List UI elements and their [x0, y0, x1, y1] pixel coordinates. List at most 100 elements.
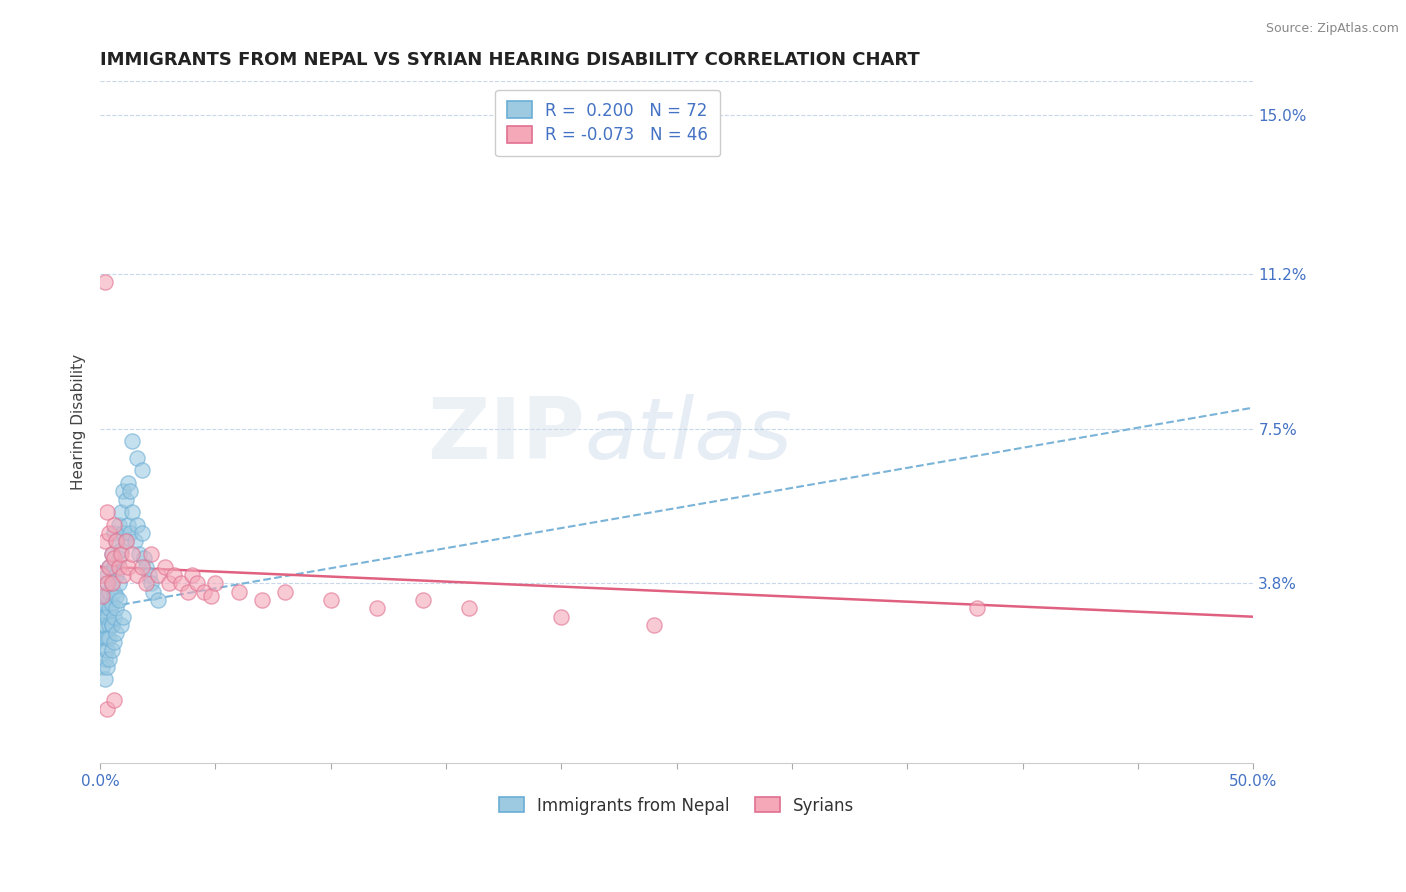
Point — [96, 643, 118, 657]
Point — [100, 643, 122, 657]
Point — [96, 589, 118, 603]
Text: Source: ZipAtlas.com: Source: ZipAtlas.com — [1265, 22, 1399, 36]
Point — [91, 609, 114, 624]
Point — [93, 643, 115, 657]
Point — [91, 660, 114, 674]
Point — [93, 589, 115, 603]
Point — [200, 589, 222, 603]
Point — [131, 559, 153, 574]
Point — [91, 601, 114, 615]
Point — [114, 534, 136, 549]
Point — [550, 609, 572, 624]
Point — [110, 618, 132, 632]
Point — [98, 559, 121, 574]
Point — [117, 475, 139, 490]
Point — [98, 651, 121, 665]
Point — [91, 568, 114, 582]
Point — [105, 626, 128, 640]
Point — [105, 589, 128, 603]
Point — [100, 547, 122, 561]
Point — [120, 484, 142, 499]
Point — [103, 551, 125, 566]
Point — [93, 673, 115, 687]
Point — [121, 547, 143, 561]
Point — [98, 601, 121, 615]
Point — [135, 559, 157, 574]
Point — [100, 597, 122, 611]
Point — [163, 568, 186, 582]
Point — [96, 576, 118, 591]
Point — [125, 517, 148, 532]
Point — [112, 526, 135, 541]
Point — [105, 534, 128, 549]
Point — [121, 505, 143, 519]
Point — [139, 576, 162, 591]
Point — [131, 463, 153, 477]
Point — [135, 576, 157, 591]
Point — [110, 505, 132, 519]
Point — [100, 576, 122, 591]
Point — [412, 593, 434, 607]
Point — [139, 547, 162, 561]
Text: IMMIGRANTS FROM NEPAL VS SYRIAN HEARING DISABILITY CORRELATION CHART: IMMIGRANTS FROM NEPAL VS SYRIAN HEARING … — [100, 51, 920, 69]
Text: atlas: atlas — [585, 394, 793, 477]
Point — [93, 597, 115, 611]
Point — [98, 584, 121, 599]
Point — [204, 576, 226, 591]
Text: ZIP: ZIP — [427, 394, 585, 477]
Point — [643, 618, 665, 632]
Point — [170, 576, 193, 591]
Point — [458, 601, 481, 615]
Point — [103, 693, 125, 707]
Point — [93, 651, 115, 665]
Point — [100, 576, 122, 591]
Point — [98, 631, 121, 645]
Point — [193, 584, 215, 599]
Point — [114, 534, 136, 549]
Point — [96, 568, 118, 582]
Point — [98, 559, 121, 574]
Point — [103, 635, 125, 649]
Point — [103, 584, 125, 599]
Point — [132, 551, 155, 566]
Point — [125, 568, 148, 582]
Point — [107, 559, 129, 574]
Point — [319, 593, 342, 607]
Point — [228, 584, 250, 599]
Point — [112, 609, 135, 624]
Point — [93, 618, 115, 632]
Point — [138, 568, 160, 582]
Point — [112, 568, 135, 582]
Y-axis label: Hearing Disability: Hearing Disability — [72, 354, 86, 491]
Point — [114, 492, 136, 507]
Point — [103, 559, 125, 574]
Point — [93, 631, 115, 645]
Point — [250, 593, 273, 607]
Point — [91, 631, 114, 645]
Point — [103, 526, 125, 541]
Point — [110, 542, 132, 557]
Point — [142, 584, 165, 599]
Point — [96, 609, 118, 624]
Point — [93, 275, 115, 289]
Point — [107, 593, 129, 607]
Point — [100, 618, 122, 632]
Point — [107, 517, 129, 532]
Point — [146, 568, 169, 582]
Point — [105, 601, 128, 615]
Point — [273, 584, 295, 599]
Point — [91, 618, 114, 632]
Point — [107, 576, 129, 591]
Point — [103, 517, 125, 532]
Point — [100, 547, 122, 561]
Point — [966, 601, 988, 615]
Point — [100, 618, 122, 632]
Point — [153, 559, 176, 574]
Point — [121, 434, 143, 448]
Point — [181, 568, 204, 582]
Point — [128, 547, 150, 561]
Point — [103, 609, 125, 624]
Point — [112, 484, 135, 499]
Point — [91, 589, 114, 603]
Point — [366, 601, 388, 615]
